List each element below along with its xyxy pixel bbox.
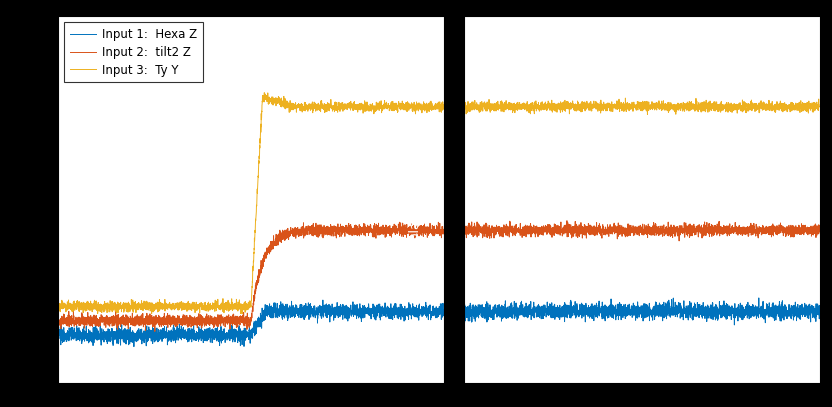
Input 2:  tilt2 Z: (0.384, -0.0801): tilt2 Z: (0.384, -0.0801) <box>201 313 211 318</box>
Input 1:  Hexa Z: (0.173, -0.122): Hexa Z: (0.173, -0.122) <box>120 333 130 338</box>
Line: Input 3:  Ty Y: Input 3: Ty Y <box>58 93 443 314</box>
Input 3:  Ty Y: (0, -0.0498): Ty Y: (0, -0.0498) <box>53 299 63 304</box>
Input 2:  tilt2 Z: (0.251, -0.112): tilt2 Z: (0.251, -0.112) <box>150 329 160 334</box>
Input 2:  tilt2 Z: (0.173, -0.0881): tilt2 Z: (0.173, -0.0881) <box>120 317 130 322</box>
Input 1:  Hexa Z: (0.981, -0.0606): Hexa Z: (0.981, -0.0606) <box>431 304 441 309</box>
Line: Input 1:  Hexa Z: Input 1: Hexa Z <box>58 300 443 347</box>
Input 1:  Hexa Z: (1, -0.0706): Hexa Z: (1, -0.0706) <box>438 309 448 314</box>
Input 2:  tilt2 Z: (0.886, 0.117): tilt2 Z: (0.886, 0.117) <box>394 220 404 225</box>
Input 2:  tilt2 Z: (0.981, 0.0971): tilt2 Z: (0.981, 0.0971) <box>431 229 441 234</box>
Input 1:  Hexa Z: (0.384, -0.132): Hexa Z: (0.384, -0.132) <box>201 338 211 343</box>
Input 3:  Ty Y: (0.477, -0.0756): Ty Y: (0.477, -0.0756) <box>237 311 247 316</box>
Input 2:  tilt2 Z: (0.114, -0.09): tilt2 Z: (0.114, -0.09) <box>97 318 107 323</box>
Input 2:  tilt2 Z: (1, 0.102): tilt2 Z: (1, 0.102) <box>438 227 448 232</box>
Input 3:  Ty Y: (0.383, -0.0612): Ty Y: (0.383, -0.0612) <box>201 304 211 309</box>
Input 2:  tilt2 Z: (0, -0.0804): tilt2 Z: (0, -0.0804) <box>53 314 63 319</box>
Input 1:  Hexa Z: (0.687, -0.0466): Hexa Z: (0.687, -0.0466) <box>318 298 328 302</box>
Input 3:  Ty Y: (0.535, 0.389): Ty Y: (0.535, 0.389) <box>260 90 270 95</box>
Input 3:  Ty Y: (0.427, -0.0588): Ty Y: (0.427, -0.0588) <box>218 304 228 309</box>
Input 1:  Hexa Z: (0, -0.106): Hexa Z: (0, -0.106) <box>53 326 63 331</box>
Text: Displacement [m]: Displacement [m] <box>409 147 423 260</box>
Legend: Input 1:  Hexa Z, Input 2:  tilt2 Z, Input 3:  Ty Y: Input 1: Hexa Z, Input 2: tilt2 Z, Input… <box>64 22 203 83</box>
Input 3:  Ty Y: (1, 0.363): Ty Y: (1, 0.363) <box>438 103 448 107</box>
Input 1:  Hexa Z: (0.196, -0.144): Hexa Z: (0.196, -0.144) <box>129 344 139 349</box>
Line: Input 2:  tilt2 Z: Input 2: tilt2 Z <box>58 222 443 331</box>
Input 1:  Hexa Z: (0.114, -0.126): Hexa Z: (0.114, -0.126) <box>97 335 107 340</box>
Input 3:  Ty Y: (0.873, 0.363): Ty Y: (0.873, 0.363) <box>389 103 399 107</box>
Input 3:  Ty Y: (0.981, 0.355): Ty Y: (0.981, 0.355) <box>431 107 441 112</box>
Input 1:  Hexa Z: (0.873, -0.0676): Hexa Z: (0.873, -0.0676) <box>389 308 399 313</box>
Input 3:  Ty Y: (0.173, -0.0527): Ty Y: (0.173, -0.0527) <box>120 300 130 305</box>
Input 2:  tilt2 Z: (0.427, -0.0815): tilt2 Z: (0.427, -0.0815) <box>218 314 228 319</box>
Input 2:  tilt2 Z: (0.873, 0.0949): tilt2 Z: (0.873, 0.0949) <box>389 230 399 235</box>
Input 3:  Ty Y: (0.114, -0.0634): Ty Y: (0.114, -0.0634) <box>97 306 107 311</box>
Input 1:  Hexa Z: (0.427, -0.125): Hexa Z: (0.427, -0.125) <box>218 335 228 339</box>
